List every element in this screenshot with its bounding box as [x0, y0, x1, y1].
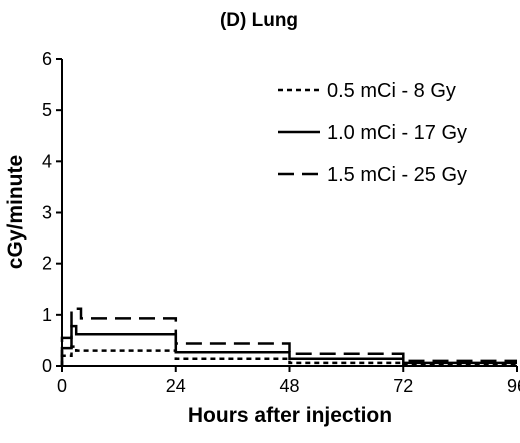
legend: 0.5 mCi - 8 Gy 1.0 mCi - 17 Gy 1.5 mCi - 2…: [278, 80, 467, 186]
plot-area: 0 1 2 3 4 5 6 0 24 48 72 96: [42, 49, 520, 396]
y-tick-label-0: 0: [42, 356, 52, 376]
x-tick-label-1: 24: [166, 376, 186, 396]
legend-label-1: 1.0 mCi - 17 Gy: [327, 122, 467, 144]
y-tick-label-5: 5: [42, 100, 52, 120]
x-tick-label-3: 72: [393, 376, 413, 396]
y-axis-label: cGy/minute: [4, 155, 27, 269]
x-tick-label-0: 0: [57, 376, 67, 396]
x-tick-label-2: 48: [279, 376, 299, 396]
x-axis-label: Hours after injection: [188, 404, 392, 427]
legend-label-2: 1.5 mCi - 25 Gy: [327, 164, 467, 186]
legend-label-0: 0.5 mCi - 8 Gy: [327, 80, 456, 102]
y-tick-label-6: 6: [42, 49, 52, 69]
chart-title: (D) Lung: [220, 10, 298, 31]
y-tick-label-1: 1: [42, 305, 52, 325]
series-line-2: [60, 307, 517, 366]
x-tick-label-4: 96: [507, 376, 520, 396]
y-tick-label-3: 3: [42, 203, 52, 223]
y-tick-label-2: 2: [42, 254, 52, 274]
y-tick-label-4: 4: [42, 151, 52, 171]
